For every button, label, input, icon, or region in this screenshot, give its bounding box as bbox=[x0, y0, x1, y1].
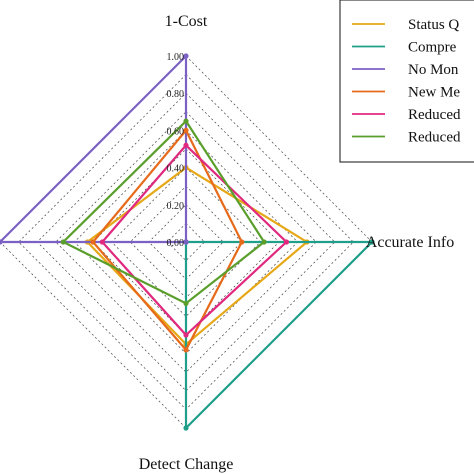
tick-label: 1.00 bbox=[167, 52, 185, 63]
series-layer bbox=[0, 53, 375, 431]
series-point bbox=[183, 118, 189, 124]
series-line bbox=[85, 166, 309, 346]
axis-title-detect-change: Detect Change bbox=[139, 456, 234, 473]
series-point bbox=[261, 239, 267, 245]
series-point bbox=[283, 239, 290, 245]
tick-label: 0.20 bbox=[167, 201, 185, 212]
grid-ring bbox=[55, 111, 317, 373]
series-point bbox=[183, 332, 189, 338]
series-point bbox=[183, 142, 189, 148]
series-point bbox=[90, 239, 96, 245]
series-point bbox=[183, 425, 189, 431]
grid-ring bbox=[92, 148, 280, 336]
series-point bbox=[183, 300, 189, 306]
tick-labels: 0.00 0.20 0.40 0.60 0.80 1.00 bbox=[167, 52, 185, 249]
axis-title-cost: 1-Cost bbox=[165, 13, 208, 30]
series-point bbox=[183, 239, 189, 245]
legend-entry: Compre bbox=[408, 40, 457, 56]
series-point bbox=[369, 239, 375, 245]
legend-entry: Reduced bbox=[408, 130, 461, 146]
legend: Status Q Compre No Mon New Me Reduced Reduced bbox=[339, 0, 474, 163]
grid-ring bbox=[36, 92, 336, 392]
series-point bbox=[0, 239, 3, 245]
series-point bbox=[183, 53, 189, 59]
legend-entry: Reduced bbox=[408, 107, 461, 123]
series-point bbox=[183, 347, 189, 353]
series-point bbox=[239, 239, 245, 245]
legend-entry: New Me bbox=[408, 85, 460, 101]
series-point bbox=[60, 239, 66, 245]
legend-entry: Status Q bbox=[408, 17, 459, 33]
series-point bbox=[183, 127, 189, 133]
axis-title-accurate-info: Accurate Info bbox=[366, 234, 454, 251]
legend-entry: No Mon bbox=[408, 62, 459, 78]
tick-label: 0.80 bbox=[167, 89, 185, 100]
legend-box bbox=[339, 0, 474, 163]
tick-label: 0.00 bbox=[167, 238, 185, 249]
series-point bbox=[99, 239, 105, 245]
tick-label: 0.40 bbox=[167, 164, 185, 175]
tick-label: 0.60 bbox=[167, 126, 185, 137]
